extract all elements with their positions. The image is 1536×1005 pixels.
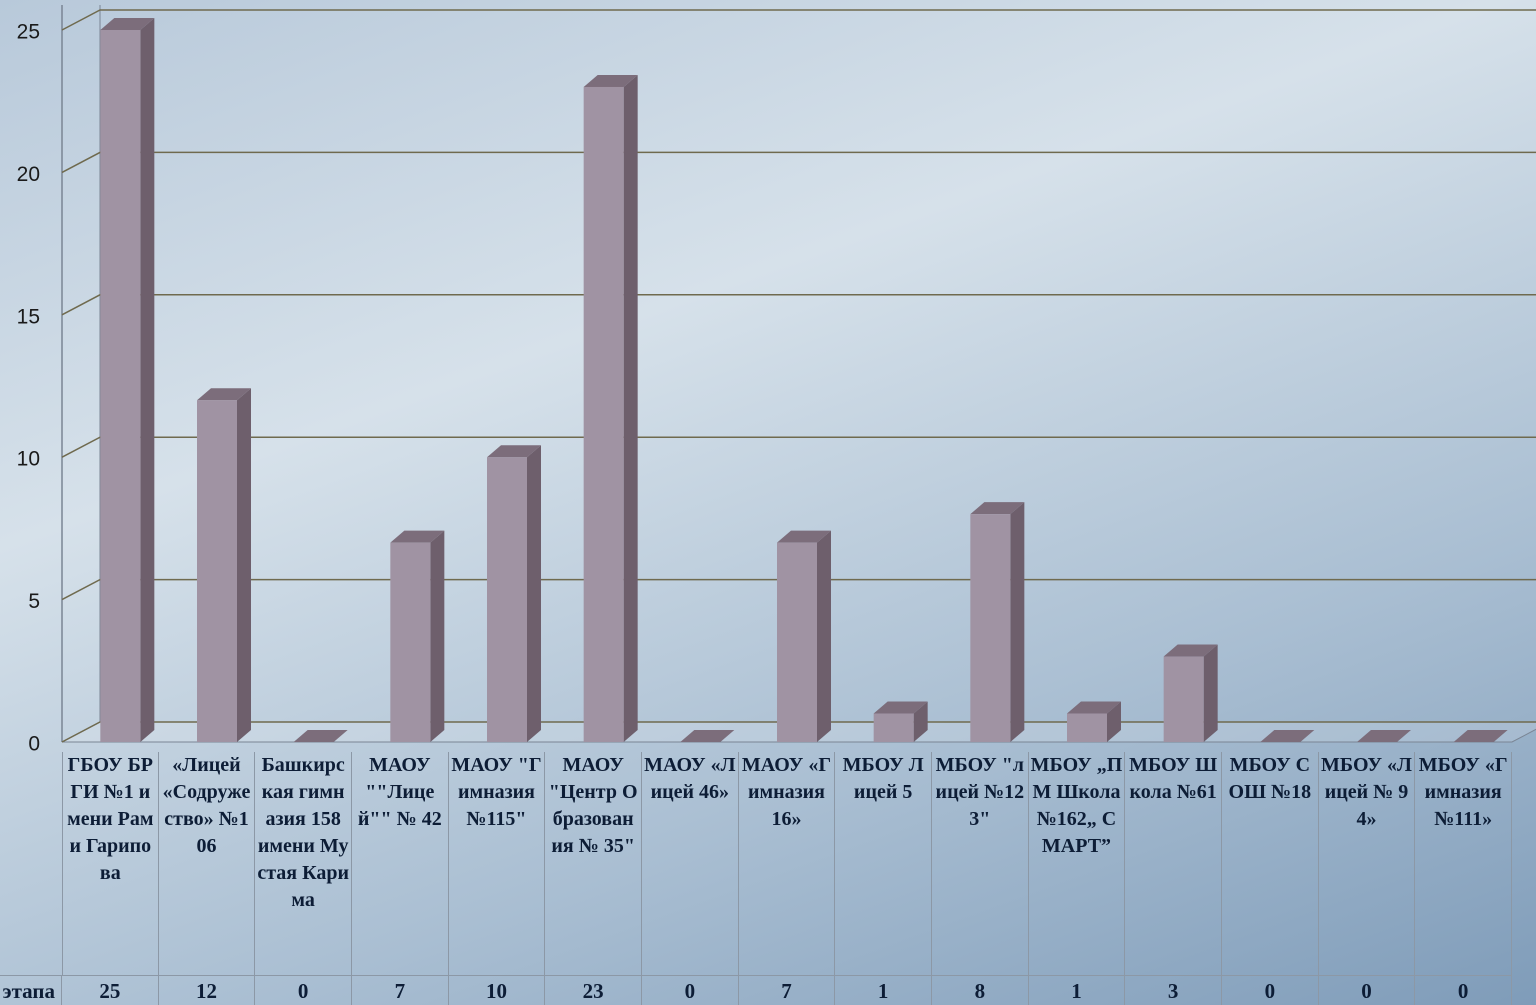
bar-top [197, 388, 251, 401]
x-tick-label: МБОУ Лицей 5 [835, 752, 932, 975]
grid-line [61, 436, 1536, 458]
x-tick-label: ГБОУ БРГИ №1 имени Рами Гарипова [62, 752, 159, 975]
x-tick-label: МБОУ Школа №61 [1125, 752, 1222, 975]
bar [970, 514, 1011, 742]
bar-side [623, 74, 638, 742]
value-label: 25 [62, 975, 159, 1005]
value-label: 0 [1318, 975, 1416, 1005]
bar-top [777, 530, 831, 543]
bar-top [873, 701, 928, 714]
value-label: 8 [932, 975, 1029, 1005]
grid-line [61, 151, 1536, 174]
bar-top [1453, 730, 1508, 742]
grid-line [61, 294, 1536, 316]
bar [873, 713, 914, 742]
bar [390, 542, 431, 742]
bar [1067, 713, 1107, 742]
bar [487, 457, 527, 742]
value-label: 1 [835, 975, 932, 1005]
value-label: 0 [1415, 975, 1512, 1005]
bar-top [1357, 730, 1411, 742]
value-label: 12 [158, 975, 256, 1005]
x-tick-label: МБОУ «Гимназия №111» [1415, 752, 1512, 975]
value-label: 7 [352, 975, 449, 1005]
x-tick-label: МАОУ «Лицей 46» [642, 752, 739, 975]
value-label: 0 [1222, 975, 1319, 1005]
bar [197, 400, 237, 742]
bar [100, 30, 141, 742]
bar-side [1107, 701, 1121, 742]
value-label: 1 [1028, 975, 1126, 1005]
y-tick-label: 25 [17, 21, 40, 44]
bar-side [430, 530, 445, 742]
x-tick-label: МБОУ «Лицей № 94» [1319, 752, 1416, 975]
bar-top [680, 730, 735, 742]
x-tick-label: МБОУ СОШ №18 [1222, 752, 1319, 975]
value-label: 3 [1125, 975, 1222, 1005]
y-tick-label: 20 [17, 163, 40, 186]
value-label: 0 [255, 975, 352, 1005]
value-label: 7 [738, 975, 836, 1005]
bar-side [237, 388, 251, 742]
legend-label: этапа [0, 975, 62, 1005]
bar-top [487, 445, 541, 458]
x-tick-label: МБОУ "лицей №123" [932, 752, 1029, 975]
y-tick-label: 15 [17, 305, 40, 328]
bar-top [100, 18, 155, 30]
x-tick-label: МАОУ «Гимназия 16» [739, 752, 836, 975]
y-tick-label: 10 [17, 448, 40, 471]
y-tick-label: 0 [28, 733, 40, 756]
x-tick-label: МАОУ "Центр Образования № 35" [545, 752, 642, 975]
y-tick-label: 5 [28, 590, 40, 613]
x-tick-label: МБОУ „ПМ Школа №162„ СМАРТ” [1029, 752, 1126, 975]
grid-line [61, 9, 1536, 31]
bar [583, 86, 624, 742]
bar-side [140, 18, 155, 742]
x-tick-label: МАОУ "Гимназия №115" [449, 752, 546, 975]
bar-top [293, 730, 348, 742]
grid-line [61, 721, 1536, 743]
value-label: 23 [545, 975, 642, 1005]
x-tick-label: МАОУ ""Лицей"" № 42 [352, 752, 449, 975]
bar-side [1010, 502, 1025, 742]
x-tick-label: Башкирская гимназия 158 имени Мустая Кар… [255, 752, 352, 975]
bar-top [583, 74, 638, 87]
bar-side [817, 530, 831, 742]
bar-top [390, 530, 445, 543]
x-tick-label: «Лицей «Содружество» №106 [159, 752, 256, 975]
value-label: 10 [448, 975, 546, 1005]
bar-top [1067, 701, 1121, 714]
bar [777, 542, 817, 742]
bar-side [1203, 644, 1218, 742]
bar [1163, 656, 1204, 742]
bar-top [1260, 730, 1315, 742]
value-label: 0 [642, 975, 739, 1005]
bar-side [913, 701, 928, 742]
bar-top [1163, 644, 1218, 657]
grid-line [61, 578, 1536, 601]
bar-top [970, 502, 1025, 515]
bar-side [527, 445, 541, 742]
